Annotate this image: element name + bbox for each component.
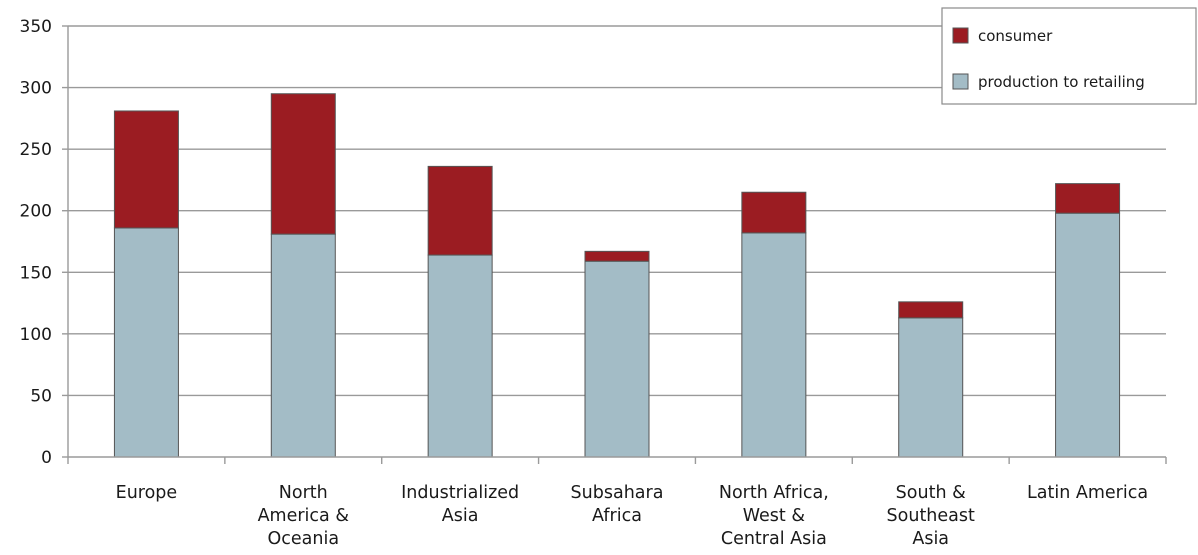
y-tick-label: 0 xyxy=(41,448,52,468)
x-category-label-line: West & xyxy=(743,506,806,526)
x-category-label-line: Africa xyxy=(592,506,642,526)
legend-label: production to retailing xyxy=(978,73,1145,91)
x-category-label-line: Asia xyxy=(912,529,949,549)
x-category-label-line: South & xyxy=(896,483,966,503)
bar-segment-consumer xyxy=(741,191,807,234)
legend-label: consumer xyxy=(978,27,1053,45)
x-category-label: North America & Oceania xyxy=(258,483,350,549)
x-category-label: Subsahara Africa xyxy=(571,483,664,526)
x-category-label-line: North Africa, xyxy=(719,483,829,503)
x-category-label-line: Oceania xyxy=(267,529,339,549)
y-tick-label: 200 xyxy=(20,202,52,222)
x-category-label-line: Southeast xyxy=(887,506,975,526)
x-category-label-line: America & xyxy=(258,506,350,526)
legend: consumer production to retailing xyxy=(941,7,1197,105)
x-category-label-line: North xyxy=(279,483,328,503)
bar-segment-production xyxy=(427,254,493,458)
x-category-label-line: Central Asia xyxy=(721,529,827,549)
bar-segment-production xyxy=(898,317,964,458)
bar-segment-consumer xyxy=(1055,183,1121,214)
bar-segment-consumer xyxy=(898,301,964,319)
x-category-label: South & Southeast Asia xyxy=(887,483,975,549)
y-axis-ticks: 0 50 100 150 200 250 300 350 xyxy=(20,17,52,468)
bar-segment-production xyxy=(741,232,807,458)
bar-segment-consumer xyxy=(427,165,493,256)
bar-segment-production xyxy=(1055,212,1121,458)
legend-box xyxy=(941,7,1197,105)
x-category-label: Latin America xyxy=(1027,483,1148,503)
legend-swatch xyxy=(952,27,969,44)
y-tick-label: 250 xyxy=(20,140,52,160)
bar-segment-consumer xyxy=(113,110,179,229)
y-tick-label: 300 xyxy=(20,79,52,99)
x-category-label: North Africa, West & Central Asia xyxy=(719,483,829,549)
x-category-label: Industrialized Asia xyxy=(401,483,519,526)
bar-segment-consumer xyxy=(584,250,650,262)
y-tick-label: 150 xyxy=(20,263,52,283)
x-category-label-line: Europe xyxy=(116,483,178,503)
bar-segment-consumer xyxy=(270,93,336,235)
y-tick-label: 50 xyxy=(30,386,52,406)
bar-segment-production xyxy=(113,227,179,458)
y-tick-label: 100 xyxy=(20,325,52,345)
x-axis: Europe North America & Oceania Industrialize… xyxy=(67,456,1167,549)
y-tick-label: 350 xyxy=(20,17,52,37)
x-category-label-line: Subsahara xyxy=(571,483,664,503)
x-category-label-line: Industrialized xyxy=(401,483,519,503)
bars xyxy=(113,93,1121,458)
bar-segment-production xyxy=(584,260,650,458)
bar-segment-production xyxy=(270,233,336,458)
legend-swatch xyxy=(952,73,969,90)
x-category-label-line: Latin America xyxy=(1027,483,1148,503)
x-category-label-line: Asia xyxy=(442,506,479,526)
x-category-label: Europe xyxy=(116,483,178,503)
